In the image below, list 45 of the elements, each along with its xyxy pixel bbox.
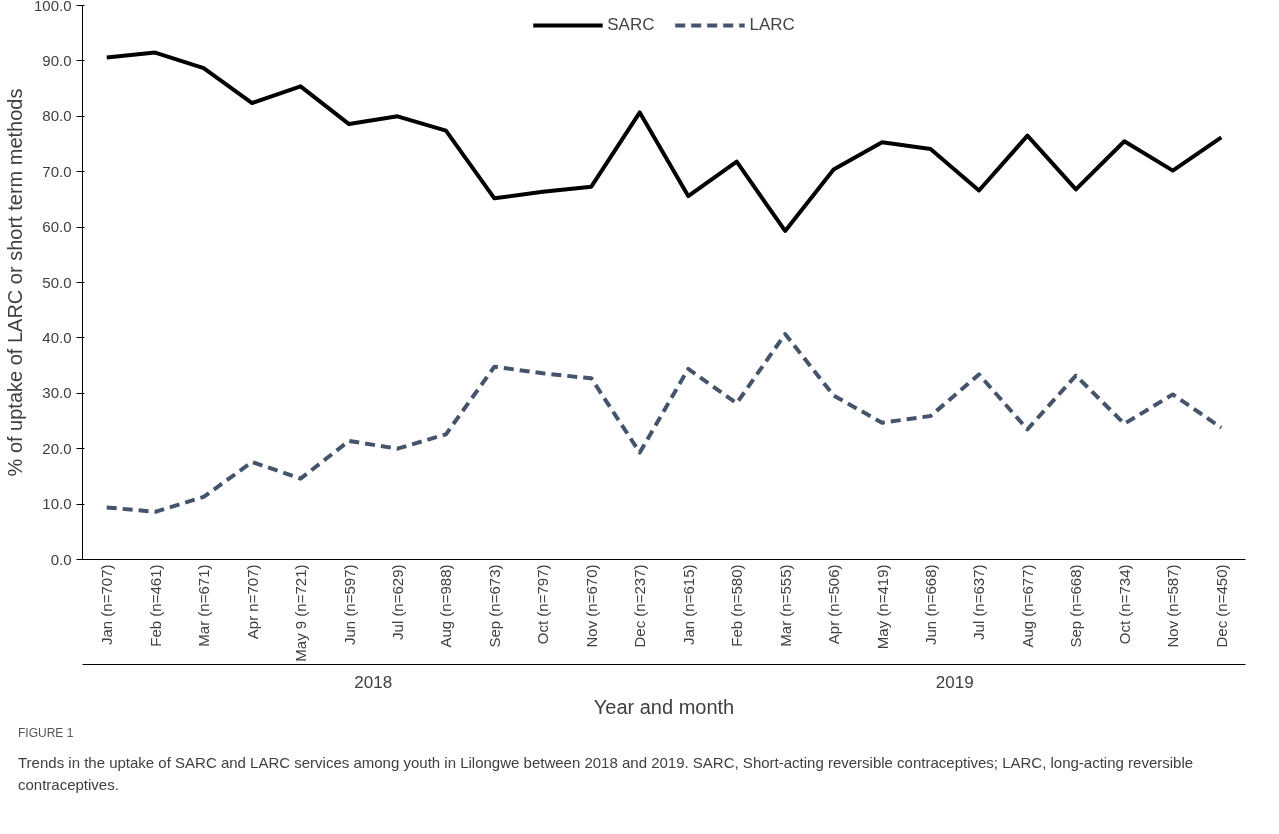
x-tick-label: Jul (n=629): [388, 564, 406, 640]
y-tick-label: 100.0: [33, 0, 72, 14]
y-tick-label: 40.0: [42, 328, 72, 346]
x-tick-label: Feb (n=461): [146, 564, 164, 647]
legend-label: SARC: [607, 15, 655, 35]
x-tick-label: May 9 (n=721): [292, 564, 310, 662]
x-tick-label: May (n=419): [873, 564, 891, 650]
x-tick-label: Apr n=707): [243, 564, 261, 640]
x-tick-label: Nov (n=670): [582, 564, 600, 648]
x-tick-label: Jun (n=668): [922, 564, 940, 645]
x-axis-title: Year and month: [593, 695, 735, 718]
x-tick-label: Oct (n=734): [1115, 564, 1133, 645]
x-tick-label: Aug (n=988): [437, 564, 455, 648]
y-axis-title: % of uptake of LARC or short term methods: [3, 88, 26, 477]
x-tick-label: Aug (n=677): [1018, 564, 1036, 648]
y-tick-label: 0.0: [50, 550, 72, 568]
y-tick-label: 70.0: [42, 162, 72, 180]
x-tick-label: Sep (n=673): [485, 564, 503, 648]
x-tick-label: Jan (n=615): [679, 564, 697, 645]
y-tick-label: 90.0: [42, 51, 72, 69]
text: 2018: [354, 672, 393, 692]
x-tick-label: Nov (n=587): [1164, 564, 1182, 648]
y-tick-label: 20.0: [42, 439, 72, 457]
y-tick-label: 80.0: [42, 107, 72, 125]
y-tick-label: 30.0: [42, 384, 72, 402]
x-tick-label: Mar (n=671): [195, 564, 213, 647]
x-tick-label: Apr (n=506): [825, 564, 843, 645]
legend-label: LARC: [749, 15, 795, 35]
x-tick-label: Dec (n=237): [631, 564, 649, 648]
y-tick-label: 60.0: [42, 218, 72, 236]
line-series: [104, 50, 1224, 233]
x-tick-label: Jun (n=597): [340, 564, 358, 645]
x-tick-label: Feb (n=580): [728, 564, 746, 647]
text: 2019: [935, 672, 974, 692]
line-series: [104, 332, 1224, 514]
x-tick-label: Jul (n=637): [970, 564, 988, 640]
y-tick-label: 50.0: [42, 273, 72, 291]
x-tick-label: Oct (n=797): [534, 564, 552, 645]
y-tick-label: 10.0: [42, 495, 72, 513]
x-tick-label: Mar (n=555): [776, 564, 794, 647]
x-tick-label: Jan (n=707): [98, 564, 116, 645]
x-tick-label: Dec (n=450): [1212, 564, 1230, 648]
text: Trends in the uptake of SARC and LARC services among youth in Lilongwe between 2018 and 2019. SARC, Short-acting reversible contraceptives; LARC, long-acting reversible contraceptives.: [18, 753, 1195, 795]
x-tick-label: Sep (n=668): [1067, 564, 1085, 648]
caption: FIGURE 1: [18, 725, 74, 742]
